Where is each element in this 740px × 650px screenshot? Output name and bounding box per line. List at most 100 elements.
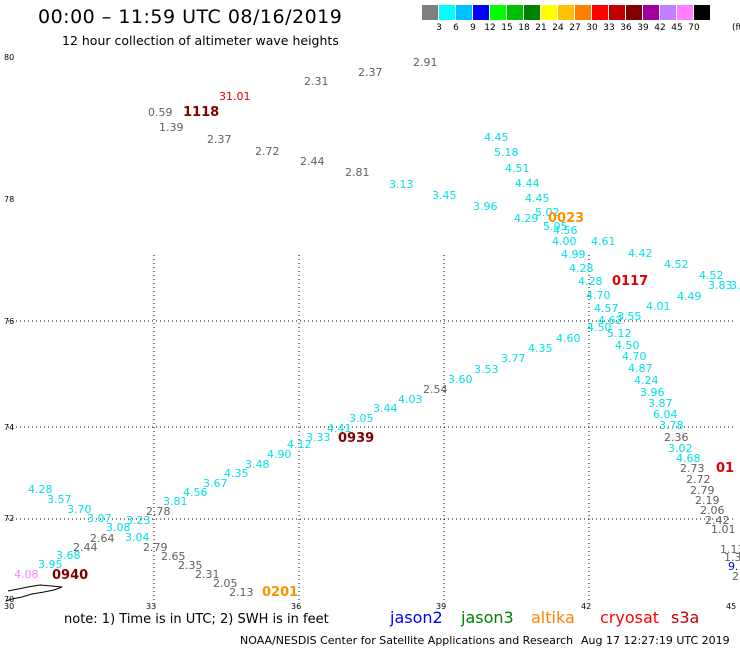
- legend-label: 39: [637, 23, 649, 33]
- legend-swatch: [609, 5, 626, 20]
- wave-height-value: 3.96: [473, 200, 498, 213]
- wave-height-value: 2.31: [195, 568, 220, 581]
- wave-height-value: 3.67: [203, 477, 228, 490]
- wave-height-value: 4.56: [183, 486, 208, 499]
- latitude-label: 70: [4, 595, 14, 604]
- latitude-label: 78: [4, 195, 14, 204]
- legend-swatch: [439, 5, 456, 20]
- wave-height-value: 4.35: [528, 342, 553, 355]
- wave-height-value: 4.68: [676, 452, 701, 465]
- wave-height-value: 4.70: [622, 350, 647, 363]
- legend-label: 45: [671, 23, 683, 33]
- pass-time-label: 0939: [338, 431, 374, 446]
- wave-height-value: 2.37: [358, 66, 383, 79]
- wave-height-value: 2.35: [178, 559, 203, 572]
- wave-height-value: 2.13: [229, 586, 254, 599]
- wave-height-value: 2.31: [304, 75, 329, 88]
- legend-swatch: [592, 5, 609, 20]
- wave-height-value: 2.78: [146, 505, 171, 518]
- wave-height-value: 5.12: [607, 327, 632, 340]
- footer-note: note: 1) Time is in UTC; 2) SWH is in fe…: [64, 612, 329, 627]
- wave-height-value: 5.05: [543, 220, 568, 233]
- legend-swatch: [660, 5, 677, 20]
- wave-height-value: 2.91: [413, 56, 438, 69]
- wave-height-value: 4.56: [553, 224, 578, 237]
- wave-height-value: 1.3: [724, 551, 740, 564]
- mission-cryosat: cryosat: [600, 608, 660, 627]
- wave-height-value: 3.78: [659, 419, 684, 432]
- wave-height-value: 4.49: [677, 290, 702, 303]
- legend-swatch: [507, 5, 524, 20]
- legend-swatch: [558, 5, 575, 20]
- map-title: 00:00 – 11:59 UTC 08/16/2019: [38, 6, 343, 28]
- wave-height-value: 2.79: [143, 541, 168, 554]
- wave-height-value: 3.08: [106, 521, 131, 534]
- wave-height-value: 1.39: [159, 121, 184, 134]
- wave-height-value: 3.02: [668, 442, 693, 455]
- longitude-label: 30: [4, 602, 14, 611]
- wave-height-value: 4.57: [594, 302, 619, 315]
- wave-height-value: 3.53: [474, 363, 499, 376]
- longitude-label: 42: [581, 602, 591, 611]
- pass-time-label: 0023: [548, 211, 584, 226]
- wave-height-value: 4.45: [484, 131, 509, 144]
- pass-time-label: 1118: [183, 105, 219, 120]
- pass-time-label: 0117: [612, 274, 648, 289]
- legend-label: 24: [552, 23, 564, 33]
- wave-height-value: 2.44: [300, 155, 325, 168]
- wave-height-value: 4.87: [628, 362, 653, 375]
- legend-swatch: [524, 5, 541, 20]
- wave-height-value: 3.07: [87, 512, 112, 525]
- longitude-label: 33: [146, 602, 156, 611]
- coastline: [5, 584, 63, 602]
- mission-jason2: jason2: [390, 608, 443, 627]
- legend-label: 33: [603, 23, 615, 33]
- mission-s3a: s3a: [671, 608, 700, 627]
- wave-height-value: 4.29: [514, 212, 539, 225]
- pass-time-label: 0201: [262, 585, 298, 600]
- legend-swatch: [490, 5, 507, 20]
- wave-height-value: 2.81: [345, 166, 370, 179]
- wave-height-value: 3.44: [373, 402, 398, 415]
- lat-lon-grid: [8, 255, 736, 601]
- wave-height-value: 4.50: [587, 321, 612, 334]
- wave-height-value: 4.35: [224, 467, 249, 480]
- wave-height-value: 3.77: [501, 352, 526, 365]
- latitude-label: 80: [4, 53, 14, 62]
- legend-label: 27: [569, 23, 581, 33]
- wave-height-value: 4.28: [578, 275, 603, 288]
- wave-height-value: 3.33: [306, 431, 331, 444]
- legend-swatch: [541, 5, 558, 20]
- legend-label: 21: [535, 23, 547, 33]
- map-subtitle: 12 hour collection of altimeter wave hei…: [62, 33, 339, 48]
- legend-label: 12: [484, 23, 496, 33]
- wave-height-value: 4.52: [699, 269, 724, 282]
- wave-height-value: 3.48: [245, 458, 270, 471]
- wave-height-value: 3.4: [730, 279, 740, 292]
- legend-swatch: [694, 5, 711, 20]
- legend-swatch: [626, 5, 643, 20]
- wave-height-value: 4.03: [398, 393, 423, 406]
- legend-swatch: [643, 5, 660, 20]
- wave-height-value: 3.83: [708, 279, 733, 292]
- latitude-label: 72: [4, 514, 14, 523]
- wave-height-value: 4.90: [267, 448, 292, 461]
- wave-height-value: 4.28: [28, 483, 53, 496]
- wave-height-value: 4.52: [664, 258, 689, 271]
- wave-height-value: 4.28: [569, 262, 594, 275]
- legend-label: 36: [620, 23, 632, 33]
- wave-height-value: 3.60: [448, 373, 473, 386]
- legend-label: 30: [586, 23, 598, 33]
- wave-height-value: 3.87: [648, 397, 673, 410]
- pass-time-label: 0940: [52, 568, 88, 583]
- wave-height-value: 2.19: [695, 494, 720, 507]
- wave-height-value: 4.00: [552, 235, 577, 248]
- legend-swatch: [677, 5, 694, 20]
- wave-height-value: 4.01: [646, 300, 671, 313]
- wave-height-value: 3.55: [617, 310, 642, 323]
- wave-height-value: 3.57: [47, 493, 72, 506]
- wave-height-value: 2: [732, 570, 739, 583]
- legend-label: 18: [518, 23, 530, 33]
